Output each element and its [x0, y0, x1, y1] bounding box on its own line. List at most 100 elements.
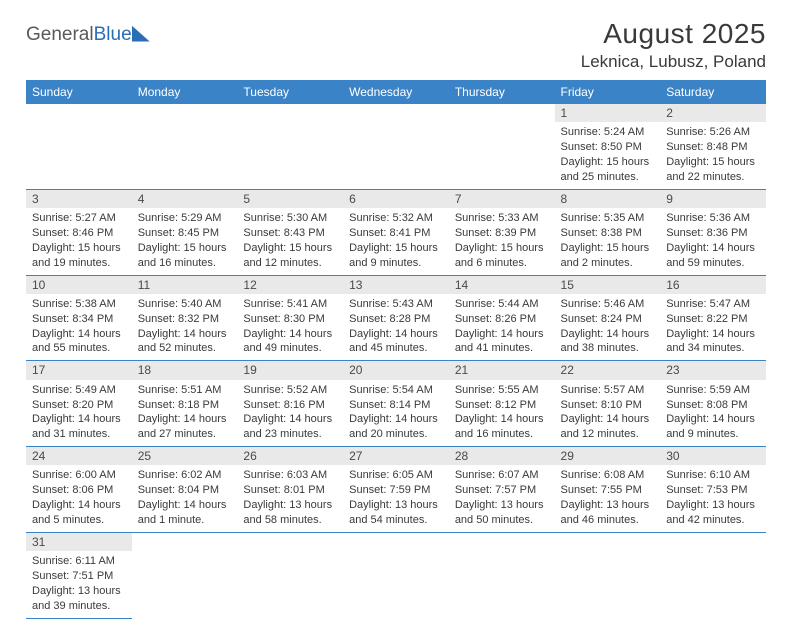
calendar-cell: 26Sunrise: 6:03 AMSunset: 8:01 PMDayligh…: [237, 447, 343, 533]
calendar-cell: 12Sunrise: 5:41 AMSunset: 8:30 PMDayligh…: [237, 275, 343, 361]
logo: GeneralBlue: [26, 24, 150, 46]
page-title: August 2025: [581, 18, 766, 50]
day-number: 13: [343, 276, 449, 294]
calendar-cell: 19Sunrise: 5:52 AMSunset: 8:16 PMDayligh…: [237, 361, 343, 447]
dow-header: Sunday: [26, 80, 132, 104]
day-details: Sunrise: 6:05 AMSunset: 7:59 PMDaylight:…: [343, 465, 449, 531]
calendar-week: .....1Sunrise: 5:24 AMSunset: 8:50 PMDay…: [26, 104, 766, 189]
sail-icon: [132, 26, 150, 42]
calendar-cell: 2Sunrise: 5:26 AMSunset: 8:48 PMDaylight…: [660, 104, 766, 189]
day-details: Sunrise: 5:59 AMSunset: 8:08 PMDaylight:…: [660, 380, 766, 446]
calendar-cell: 5Sunrise: 5:30 AMSunset: 8:43 PMDaylight…: [237, 189, 343, 275]
page-header: GeneralBlue August 2025 Leknica, Lubusz,…: [26, 18, 766, 72]
day-number: 12: [237, 276, 343, 294]
day-number: 11: [132, 276, 238, 294]
page-location: Leknica, Lubusz, Poland: [581, 52, 766, 72]
day-number: 25: [132, 447, 238, 465]
day-number: 26: [237, 447, 343, 465]
day-details: Sunrise: 5:54 AMSunset: 8:14 PMDaylight:…: [343, 380, 449, 446]
calendar-week: 3Sunrise: 5:27 AMSunset: 8:46 PMDaylight…: [26, 189, 766, 275]
day-number: 15: [555, 276, 661, 294]
day-number: 24: [26, 447, 132, 465]
calendar-cell: [237, 532, 343, 618]
day-details: Sunrise: 5:33 AMSunset: 8:39 PMDaylight:…: [449, 208, 555, 274]
dow-header: Saturday: [660, 80, 766, 104]
day-number: 6: [343, 190, 449, 208]
day-number: 28: [449, 447, 555, 465]
day-details: Sunrise: 5:41 AMSunset: 8:30 PMDaylight:…: [237, 294, 343, 360]
dow-header: Friday: [555, 80, 661, 104]
day-details: Sunrise: 6:11 AMSunset: 7:51 PMDaylight:…: [26, 551, 132, 617]
calendar-cell: 28Sunrise: 6:07 AMSunset: 7:57 PMDayligh…: [449, 447, 555, 533]
calendar-cell: [660, 532, 766, 618]
day-details: Sunrise: 5:24 AMSunset: 8:50 PMDaylight:…: [555, 122, 661, 188]
day-number: 9: [660, 190, 766, 208]
calendar-cell: 17Sunrise: 5:49 AMSunset: 8:20 PMDayligh…: [26, 361, 132, 447]
calendar-cell: 4Sunrise: 5:29 AMSunset: 8:45 PMDaylight…: [132, 189, 238, 275]
calendar-cell: 18Sunrise: 5:51 AMSunset: 8:18 PMDayligh…: [132, 361, 238, 447]
calendar-cell: .: [26, 104, 132, 189]
day-number: 10: [26, 276, 132, 294]
logo-part1: General: [26, 24, 94, 45]
logo-text: GeneralBlue: [26, 24, 132, 46]
day-number: 23: [660, 361, 766, 379]
day-details: Sunrise: 5:43 AMSunset: 8:28 PMDaylight:…: [343, 294, 449, 360]
day-number: 27: [343, 447, 449, 465]
calendar-cell: 27Sunrise: 6:05 AMSunset: 7:59 PMDayligh…: [343, 447, 449, 533]
day-details: Sunrise: 5:27 AMSunset: 8:46 PMDaylight:…: [26, 208, 132, 274]
calendar-week: 31Sunrise: 6:11 AMSunset: 7:51 PMDayligh…: [26, 532, 766, 618]
calendar-cell: 1Sunrise: 5:24 AMSunset: 8:50 PMDaylight…: [555, 104, 661, 189]
dow-header: Wednesday: [343, 80, 449, 104]
calendar-cell: 22Sunrise: 5:57 AMSunset: 8:10 PMDayligh…: [555, 361, 661, 447]
dow-header: Tuesday: [237, 80, 343, 104]
day-number: 3: [26, 190, 132, 208]
day-details: Sunrise: 6:03 AMSunset: 8:01 PMDaylight:…: [237, 465, 343, 531]
day-details: Sunrise: 5:35 AMSunset: 8:38 PMDaylight:…: [555, 208, 661, 274]
day-number: 2: [660, 104, 766, 122]
day-details: Sunrise: 5:38 AMSunset: 8:34 PMDaylight:…: [26, 294, 132, 360]
day-number: 14: [449, 276, 555, 294]
calendar-table: SundayMondayTuesdayWednesdayThursdayFrid…: [26, 80, 766, 619]
day-number: 19: [237, 361, 343, 379]
day-number: 20: [343, 361, 449, 379]
day-number: 18: [132, 361, 238, 379]
day-number: 4: [132, 190, 238, 208]
day-details: Sunrise: 5:55 AMSunset: 8:12 PMDaylight:…: [449, 380, 555, 446]
calendar-cell: 9Sunrise: 5:36 AMSunset: 8:36 PMDaylight…: [660, 189, 766, 275]
calendar-cell: 14Sunrise: 5:44 AMSunset: 8:26 PMDayligh…: [449, 275, 555, 361]
day-details: Sunrise: 6:08 AMSunset: 7:55 PMDaylight:…: [555, 465, 661, 531]
day-number: 30: [660, 447, 766, 465]
dow-header: Thursday: [449, 80, 555, 104]
day-number: 17: [26, 361, 132, 379]
title-block: August 2025 Leknica, Lubusz, Poland: [581, 18, 766, 72]
day-number: 22: [555, 361, 661, 379]
day-number: 16: [660, 276, 766, 294]
day-number: 29: [555, 447, 661, 465]
calendar-cell: 20Sunrise: 5:54 AMSunset: 8:14 PMDayligh…: [343, 361, 449, 447]
calendar-cell: 11Sunrise: 5:40 AMSunset: 8:32 PMDayligh…: [132, 275, 238, 361]
calendar-cell: [132, 532, 238, 618]
day-details: Sunrise: 6:00 AMSunset: 8:06 PMDaylight:…: [26, 465, 132, 531]
calendar-cell: 16Sunrise: 5:47 AMSunset: 8:22 PMDayligh…: [660, 275, 766, 361]
dow-row: SundayMondayTuesdayWednesdayThursdayFrid…: [26, 80, 766, 104]
logo-part2: Blue: [94, 24, 132, 45]
day-details: Sunrise: 6:10 AMSunset: 7:53 PMDaylight:…: [660, 465, 766, 531]
day-details: Sunrise: 5:30 AMSunset: 8:43 PMDaylight:…: [237, 208, 343, 274]
calendar-week: 24Sunrise: 6:00 AMSunset: 8:06 PMDayligh…: [26, 447, 766, 533]
day-details: Sunrise: 5:32 AMSunset: 8:41 PMDaylight:…: [343, 208, 449, 274]
day-details: Sunrise: 5:52 AMSunset: 8:16 PMDaylight:…: [237, 380, 343, 446]
day-details: Sunrise: 5:49 AMSunset: 8:20 PMDaylight:…: [26, 380, 132, 446]
calendar-cell: [343, 532, 449, 618]
day-number: 7: [449, 190, 555, 208]
day-number: 31: [26, 533, 132, 551]
day-number: 8: [555, 190, 661, 208]
calendar-cell: 7Sunrise: 5:33 AMSunset: 8:39 PMDaylight…: [449, 189, 555, 275]
day-details: Sunrise: 5:44 AMSunset: 8:26 PMDaylight:…: [449, 294, 555, 360]
calendar-cell: .: [237, 104, 343, 189]
calendar-cell: 13Sunrise: 5:43 AMSunset: 8:28 PMDayligh…: [343, 275, 449, 361]
calendar-cell: 25Sunrise: 6:02 AMSunset: 8:04 PMDayligh…: [132, 447, 238, 533]
day-details: Sunrise: 5:26 AMSunset: 8:48 PMDaylight:…: [660, 122, 766, 188]
calendar-cell: 30Sunrise: 6:10 AMSunset: 7:53 PMDayligh…: [660, 447, 766, 533]
day-number: 1: [555, 104, 661, 122]
calendar-cell: 29Sunrise: 6:08 AMSunset: 7:55 PMDayligh…: [555, 447, 661, 533]
